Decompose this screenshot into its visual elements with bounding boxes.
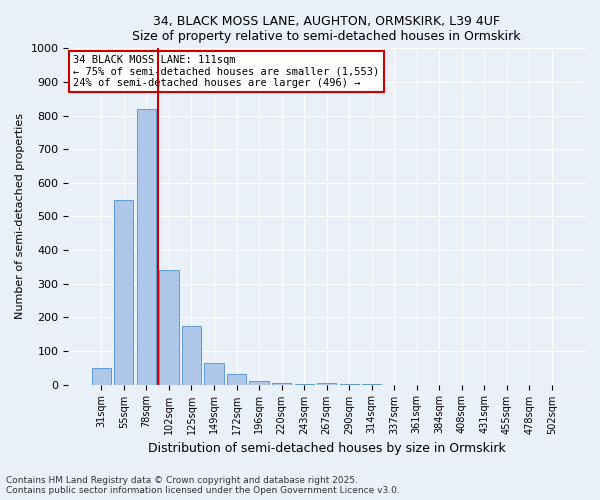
Text: 34 BLACK MOSS LANE: 111sqm
← 75% of semi-detached houses are smaller (1,553)
24%: 34 BLACK MOSS LANE: 111sqm ← 75% of semi… (73, 55, 380, 88)
Bar (272, 383, 291, 384)
Bar (227, 374, 246, 384)
Bar (182, 326, 201, 384)
Bar (250, 381, 269, 384)
Bar (92, 368, 111, 384)
Bar (317, 383, 336, 384)
Bar (114, 200, 133, 384)
Bar (160, 270, 179, 384)
X-axis label: Distribution of semi-detached houses by size in Ormskirk: Distribution of semi-detached houses by … (148, 442, 506, 455)
Text: Contains HM Land Registry data © Crown copyright and database right 2025.
Contai: Contains HM Land Registry data © Crown c… (6, 476, 400, 495)
Bar (137, 109, 156, 384)
Y-axis label: Number of semi-detached properties: Number of semi-detached properties (15, 114, 25, 320)
Title: 34, BLACK MOSS LANE, AUGHTON, ORMSKIRK, L39 4UF
Size of property relative to sem: 34, BLACK MOSS LANE, AUGHTON, ORMSKIRK, … (133, 15, 521, 43)
Bar (205, 362, 224, 384)
